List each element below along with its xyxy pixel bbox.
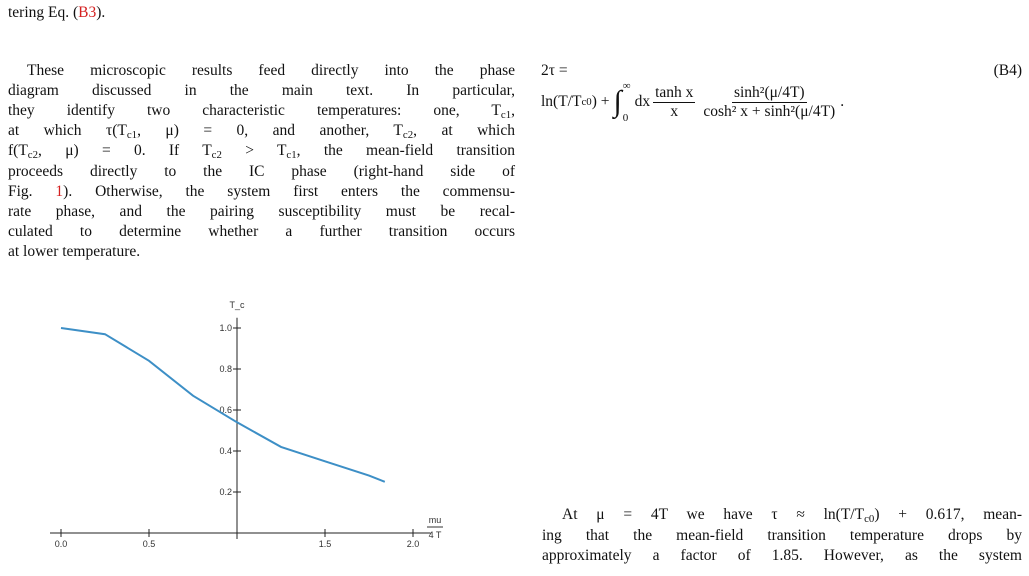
subscript: c2 [402, 129, 414, 142]
text-line: ing that the mean-field transition tempe… [542, 526, 1022, 546]
text-run: , μ) = 0, and another, T [137, 122, 403, 140]
subscript: c2 [27, 149, 39, 162]
eq-text: ln(T/T [541, 93, 582, 110]
eq-text: dx [634, 93, 651, 110]
x-axis-label: 4 T [429, 530, 442, 540]
text-run: rate phase, and the pairing susceptibili… [8, 202, 515, 220]
text-line: These microscopic results feed directly … [27, 61, 515, 81]
text-run: , [511, 102, 515, 120]
text-line: f(Tc2, μ) = 0. If Tc2 > Tc1, the mean-fi… [8, 141, 515, 161]
integral-limits: ∞ 0 [623, 80, 631, 124]
x-tick-label: 1.5 [319, 539, 332, 549]
text-run: proceeds directly to the IC phase (right… [8, 162, 515, 180]
y-tick-label: 0.4 [219, 446, 232, 456]
text-run: they identify two characteristic tempera… [8, 102, 501, 120]
eq-text: (B4) [993, 62, 1022, 79]
y-tick-label: 0.2 [219, 487, 232, 497]
text-run: tering Eq. ( [8, 4, 79, 21]
text-run: At μ = 4T we have τ ≈ ln(T/T [562, 506, 865, 523]
figure: 0.0 0.5 1.5 2.0 0.2 0.4 0.6 0.8 1.0 T_cmu 4 T [50, 300, 443, 549]
y-tick-label: 1.0 [219, 323, 232, 333]
fraction: sinh²(μ/4T) cosh² x + sinh²(μ/4T) [701, 84, 837, 121]
subscript: c1 [500, 109, 512, 122]
text-run: , μ) = 0. If T [38, 142, 212, 160]
text-run: ) + 0.617, mean- [874, 506, 1022, 523]
integral: ∫ ∞ 0 [614, 80, 631, 124]
text-run: ). Otherwise, the system first enters th… [63, 182, 515, 200]
text-line: proceeds directly to the IC phase (right… [8, 162, 515, 182]
text-line: diagram discussed in the main text. In p… [8, 81, 515, 101]
eq-text: ) + [591, 93, 610, 110]
text-line: Fig. 1). Otherwise, the system first ent… [8, 182, 515, 202]
text-line: they identify two characteristic tempera… [8, 101, 515, 121]
subscript: c2 [211, 149, 222, 162]
text-run: ). [96, 4, 106, 21]
eq-text: 2τ = [541, 62, 568, 79]
x-tick-label: 2.0 [407, 539, 420, 549]
eq-text: . [840, 93, 845, 110]
text-line: approximately a factor of 1.85. However,… [542, 546, 1022, 566]
reference-link[interactable]: B3 [78, 4, 97, 21]
subscript: c0 [864, 513, 875, 525]
y-axis-label: T_c [229, 300, 245, 310]
subscript: c1 [286, 149, 297, 162]
integral-sign: ∫ [613, 85, 622, 118]
text-line: culated to determine whether a further t… [8, 222, 515, 242]
text-run: These microscopic results feed directly … [27, 62, 515, 79]
text-run: at which τ(T [8, 122, 127, 140]
text-run: , the mean-field transition [296, 142, 515, 160]
denominator: cosh² x + sinh²(μ/4T) [703, 102, 836, 120]
lower-limit: 0 [622, 112, 629, 124]
text-run: > T [221, 142, 287, 160]
numerator: tanh x [653, 83, 696, 103]
text-line: tering Eq. (B3). [8, 3, 105, 23]
equation-number: (B4) [994, 62, 1022, 80]
text-run: , at which [413, 122, 515, 140]
text-line: at which τ(Tc1, μ) = 0, and another, Tc2… [8, 121, 515, 141]
text-run: ing that the mean-field transition tempe… [542, 526, 1022, 544]
text-run: approximately a factor of 1.85. However,… [542, 547, 1022, 564]
subscript: c1 [126, 129, 138, 142]
text-run: Fig. [8, 182, 56, 200]
curve [60, 327, 386, 483]
y-tick-label: 0.8 [219, 364, 232, 374]
text-run: culated to determine whether a further t… [8, 222, 515, 240]
text-line: at lower temperature. [8, 242, 515, 262]
upper-limit: ∞ [622, 80, 631, 92]
text-line: rate phase, and the pairing susceptibili… [8, 202, 515, 222]
equation-lhs: 2τ = [541, 62, 568, 80]
x-tick-label: 0.5 [143, 539, 156, 549]
text-line: At μ = 4T we have τ ≈ ln(T/Tc0) + 0.617,… [562, 505, 1022, 525]
x-tick-label: 0.0 [55, 539, 68, 549]
numerator: sinh²(μ/4T) [731, 83, 807, 103]
y-tick-label: 0.6 [219, 405, 232, 415]
text-run: diagram discussed in the main text. In p… [8, 82, 515, 100]
text-run: f(T [8, 142, 28, 160]
text-run: at lower temperature. [8, 242, 141, 260]
x-axis-label: mu [429, 515, 442, 525]
denominator: x [670, 102, 679, 120]
reference-link[interactable]: 1 [55, 182, 64, 200]
